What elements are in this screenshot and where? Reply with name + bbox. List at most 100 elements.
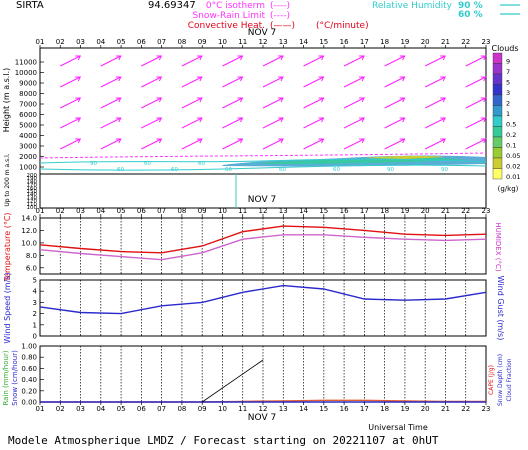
height-tick-label: 10000 xyxy=(15,69,37,77)
wind-arrow-head xyxy=(359,76,365,82)
axis-title: Universal Time xyxy=(368,423,428,432)
caption: Modele Atmospherique LMDZ / Forecast sta… xyxy=(8,434,439,447)
cloud-scale-unit: (g/kg) xyxy=(498,185,519,193)
hour-tick-label: 07 xyxy=(157,405,166,413)
rh-contour-60 xyxy=(39,164,487,171)
hour-tick-label: 16 xyxy=(340,207,349,215)
hour-tick-label: 12 xyxy=(259,38,268,46)
contour-label: 60 xyxy=(225,167,232,173)
hour-tick-label: 04 xyxy=(96,405,105,413)
y-tick-label: 4 xyxy=(33,288,38,296)
wind-arrow xyxy=(384,138,405,150)
wind-arrow xyxy=(303,117,324,129)
hour-tick-label: 22 xyxy=(461,405,470,413)
site-coords: 94.69347 xyxy=(148,0,196,11)
wind-arrow xyxy=(424,97,446,109)
y-tick-label: 0 xyxy=(33,333,37,341)
cloud-level-label: 0.05 xyxy=(506,152,520,160)
hour-tick-label: 18 xyxy=(380,405,389,413)
height-tick-label: 7000 xyxy=(19,101,37,109)
wind-arrow-head xyxy=(156,138,163,144)
low-height-tick-label: 190 xyxy=(27,176,38,182)
cloud-level-label: 0.1 xyxy=(506,142,516,150)
hour-tick-label: 05 xyxy=(117,38,126,46)
cloud-core xyxy=(263,157,466,164)
wind-arrow-head xyxy=(75,117,82,123)
wind-arrow xyxy=(262,138,284,150)
contour-label: 60 xyxy=(252,161,259,167)
cloud-level-label: 7 xyxy=(506,68,510,76)
wind-arrow xyxy=(262,76,284,88)
wind-arrow xyxy=(424,117,446,129)
wind-arrow-head xyxy=(318,55,325,61)
panel2-ylabel: Temperature (°C) xyxy=(3,212,12,282)
wind-arrow-head xyxy=(75,55,82,61)
hour-tick-label: 06 xyxy=(137,405,146,413)
contour-label: 90 xyxy=(387,167,394,173)
height-tick-label: 5000 xyxy=(19,122,37,130)
date-pointer xyxy=(201,359,264,403)
height-tick-label: 1000 xyxy=(19,164,37,172)
wind-arrow xyxy=(222,76,243,88)
hour-tick-label: 11 xyxy=(238,38,247,46)
hour-tick-label: 07 xyxy=(157,38,166,46)
hour-tick-label: 05 xyxy=(117,405,126,413)
y-tick-label: 0.00 xyxy=(21,399,37,407)
hour-tick-label: 13 xyxy=(279,405,288,413)
height-tick-label: 11000 xyxy=(15,59,37,67)
wind-arrow-head xyxy=(318,117,325,123)
series-line xyxy=(39,284,487,315)
hour-tick-label: 20 xyxy=(421,405,430,413)
low-height-tick-label: 180 xyxy=(27,179,38,185)
wind-arrow-head xyxy=(156,97,163,103)
wind-arrow-head xyxy=(115,117,122,123)
wind-arrows xyxy=(60,55,487,150)
y-tick-label: 12.0 xyxy=(21,227,37,235)
wind-arrow xyxy=(465,117,486,129)
legend-right-value: 90 % xyxy=(458,1,483,11)
hour-tick-label: 02 xyxy=(56,38,65,46)
hour-tick-label: 01 xyxy=(36,38,45,46)
hour-tick-label: 17 xyxy=(360,38,369,46)
legend-left: 0°C isotherm (----) Snow-Rain Limit (----) C… xyxy=(188,1,369,31)
cloud-level-label: 5 xyxy=(506,79,510,87)
cloud-swatch xyxy=(492,105,503,117)
panel3-ylabel-right: Wind Gust (m/s) xyxy=(496,276,505,341)
legend-left-key: (——) xyxy=(270,21,295,31)
cloud-swatch xyxy=(492,94,503,106)
wind-arrow xyxy=(60,117,81,129)
hour-tick-label: 18 xyxy=(380,207,389,215)
site-name: SIRTA xyxy=(16,0,44,11)
wind-arrow-head xyxy=(115,138,122,144)
height-tick-label: 3000 xyxy=(19,143,37,151)
bottom-hour-axis: 01 02 03 04 05 06 07 08 09 10 11 12 13 14 15 16 17 18 19 20… xyxy=(36,402,490,413)
wind-arrow xyxy=(424,76,446,88)
mid-date: NOV 7 xyxy=(248,195,276,205)
hour-tick-label: 20 xyxy=(421,207,430,215)
hour-tick-label: 16 xyxy=(340,405,349,413)
y-tick-label: 0.20 xyxy=(21,387,37,395)
contour-label: 60 xyxy=(333,167,340,173)
hour-tick-label: 19 xyxy=(400,38,409,46)
hour-tick-label: 01 xyxy=(36,405,45,413)
legend-right-label: Relative Humidity xyxy=(372,1,453,11)
hour-tick-label: 14 xyxy=(299,38,308,46)
wind-arrow-head xyxy=(75,76,82,82)
hour-tick-label: 14 xyxy=(299,405,308,413)
panel1-ylabel: Height (m a.s.l.) xyxy=(2,68,11,133)
contour-label: 60 xyxy=(171,167,178,173)
cloud-swatch xyxy=(492,52,503,64)
hour-tick-label: 02 xyxy=(56,207,65,215)
wind-arrow-head xyxy=(440,76,446,82)
wind-arrow xyxy=(424,55,446,67)
wind-arrow xyxy=(100,97,122,109)
wind-arrow xyxy=(100,138,122,150)
hour-tick-label: 13 xyxy=(279,207,288,215)
wind-arrow-head xyxy=(399,97,406,103)
wind-arrow-head xyxy=(237,55,244,61)
cloud-swatches: 9 7 5 3 2 1 0.5 0.2 0.1 0.05 0.02 0.01 xyxy=(492,52,520,181)
wind-arrow xyxy=(424,138,446,150)
low-height-tick-label: 140 xyxy=(27,192,38,198)
wind-arrow-head xyxy=(399,117,406,123)
y-tick-label: 3 xyxy=(33,299,37,307)
